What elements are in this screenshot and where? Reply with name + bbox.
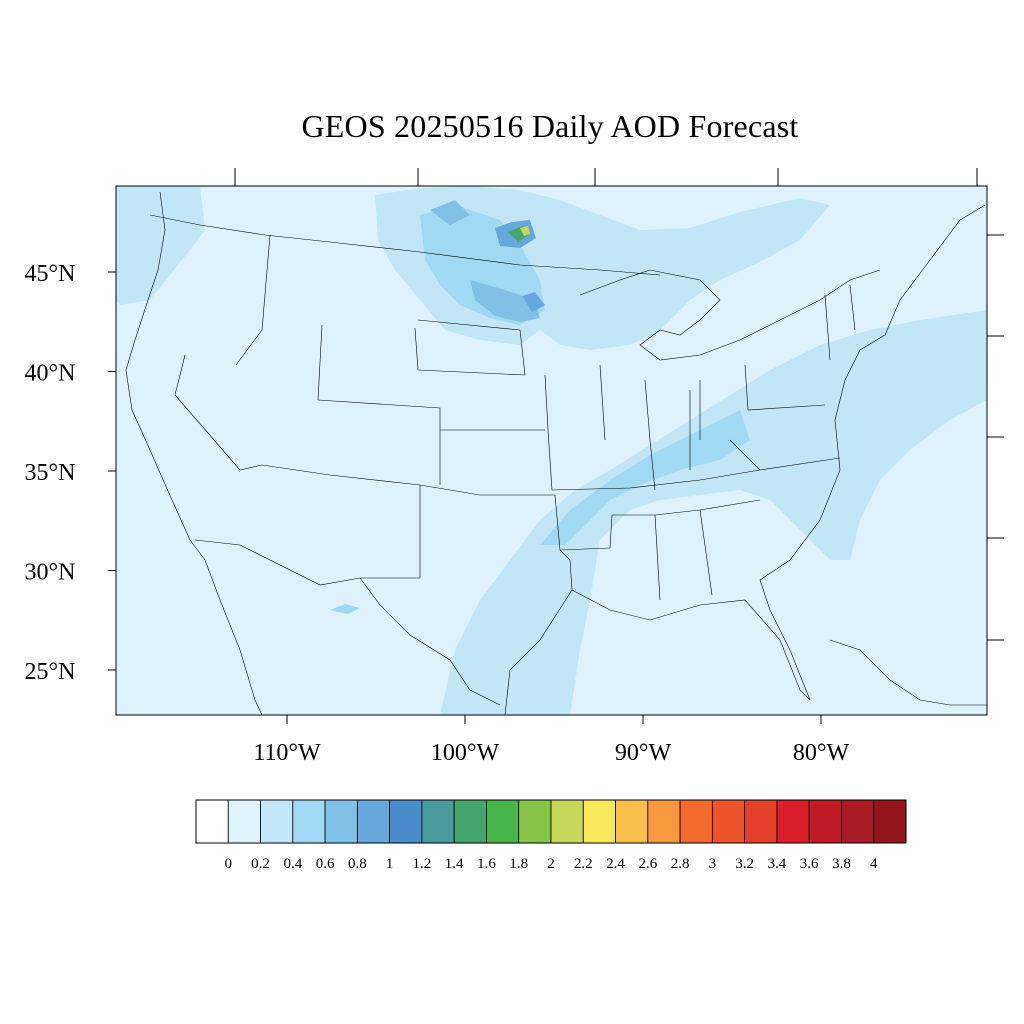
pacific-coastline <box>125 191 263 715</box>
colorbar-label: 2.4 <box>606 856 625 872</box>
colorbar-label: 3 <box>709 856 717 872</box>
aod-region-pacific-nw <box>116 186 205 305</box>
colorbar-swatch <box>550 799 584 844</box>
colorbar-label: 1 <box>386 856 394 872</box>
colorbar-label: 0.2 <box>251 856 270 872</box>
colorbar-swatch <box>292 799 326 844</box>
colorbar-label: 0.6 <box>316 856 335 872</box>
colorbar-label: 2.6 <box>638 856 657 872</box>
aod-region-ohio-valley <box>540 410 750 545</box>
colorbar-label: 2.8 <box>671 856 690 872</box>
colorbar-label: 4 <box>870 856 878 872</box>
aod-shading <box>116 186 987 715</box>
lon-label: 80°W <box>793 740 850 766</box>
colorbar-label: 0 <box>225 856 233 872</box>
colorbar-swatch <box>776 799 810 844</box>
colorbar-swatch <box>582 799 616 844</box>
colorbar-label: 1.4 <box>445 856 464 872</box>
map-boundaries <box>125 191 987 715</box>
colorbar-label: 2 <box>547 856 555 872</box>
colorbar-label: 1.6 <box>477 856 496 872</box>
map-axes: 45°N 40°N 35°N 30°N 25°N 110°W 100°W 90°W 80°W <box>25 168 1004 766</box>
gulf-atlantic-coastline <box>504 204 986 715</box>
lon-label: 110°W <box>253 740 321 766</box>
colorbar-label: 1.2 <box>413 856 432 872</box>
lon-label: 90°W <box>615 740 672 766</box>
map-frame <box>115 185 988 716</box>
colorbar-label: 0.4 <box>283 856 302 872</box>
colorbar-label: 2.2 <box>574 856 593 872</box>
colorbar-swatch <box>711 799 746 844</box>
aod-region-manitoba-max <box>520 226 530 236</box>
lat-label: 35°N <box>25 460 76 486</box>
lat-label: 30°N <box>25 560 76 586</box>
lon-label: 100°W <box>431 740 500 766</box>
colorbar-swatch <box>356 799 391 844</box>
lat-label: 45°N <box>25 261 76 287</box>
colorbar-swatch <box>195 799 229 844</box>
colorbar-swatch <box>873 799 907 844</box>
colorbar-swatch <box>227 799 261 844</box>
colorbar-swatch <box>453 799 487 844</box>
aod-region-dakotas-core <box>470 280 540 322</box>
aod-region-southern-band <box>440 310 987 715</box>
colorbar-swatch <box>808 799 842 844</box>
aod-region-sd-core <box>522 292 545 312</box>
colorbar-label: 1.8 <box>509 856 528 872</box>
midwest-northeast-state-lines <box>599 284 856 441</box>
map-title: GEOS 20250516 Daily AOD Forecast <box>301 108 799 144</box>
colorbar-frame <box>195 799 907 844</box>
colorbar-swatch <box>518 799 552 844</box>
great-lakes-shores <box>579 269 881 361</box>
colorbar-swatch <box>260 799 294 844</box>
colorbar-label: 3.4 <box>768 856 787 872</box>
colorbar-swatch <box>647 799 681 844</box>
colorbar-swatch <box>486 799 520 844</box>
colorbar-label: 3.6 <box>800 856 819 872</box>
colorbar-swatch <box>744 799 778 844</box>
colorbar: 0 0.2 0.4 0.6 0.8 1 1.2 1.4 1.6 1.8 2 2.2 2.4 2.6 2.8 3… <box>195 799 907 872</box>
colorbar-swatch <box>841 799 875 844</box>
colorbar-swatch <box>389 799 423 844</box>
lat-label: 40°N <box>25 361 76 387</box>
us-canada-border <box>149 214 661 276</box>
colorbar-swatch <box>679 799 713 844</box>
lat-label: 25°N <box>25 659 76 685</box>
aod-region-nd-north <box>430 200 470 225</box>
western-state-lines <box>174 234 553 496</box>
colorbar-swatch <box>324 799 358 844</box>
southeast-state-lines <box>551 364 841 601</box>
colorbar-swatch <box>421 799 455 844</box>
colorbar-label: 3.8 <box>832 856 851 872</box>
colorbar-label: 0.8 <box>348 856 367 872</box>
colorbar-swatch <box>615 799 649 844</box>
caribbean-islands <box>829 639 987 706</box>
colorbar-label: 3.2 <box>735 856 754 872</box>
aod-region-mexico-spot <box>330 604 360 614</box>
